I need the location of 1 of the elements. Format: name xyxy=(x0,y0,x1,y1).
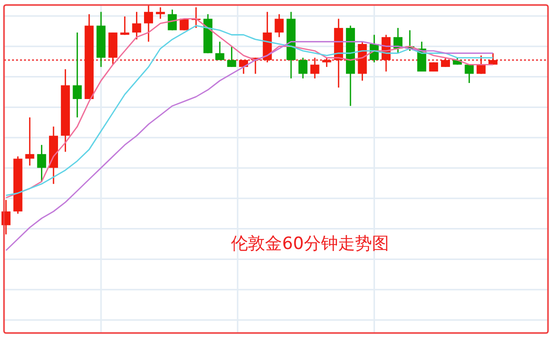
title: 伦敦金60分钟走势图 xyxy=(231,234,389,254)
